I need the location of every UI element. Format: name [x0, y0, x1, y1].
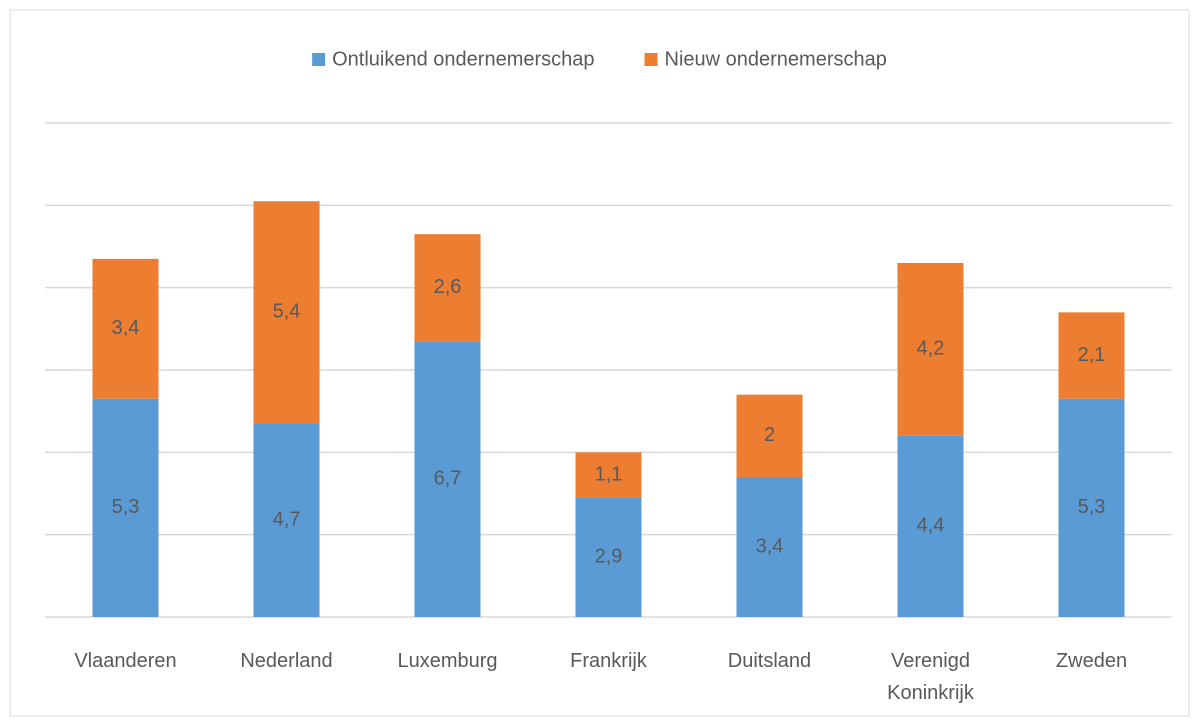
- bar-segment: [575, 452, 642, 498]
- bar-segment: [736, 477, 803, 617]
- bar-segment: [92, 258, 159, 399]
- legend-label: Ontluikend ondernemerschap: [332, 48, 594, 70]
- x-tick-label: Zweden: [1055, 650, 1128, 672]
- bar-segment: [253, 423, 320, 617]
- data-label: 4,7: [273, 509, 301, 531]
- data-label: 2,6: [434, 276, 462, 298]
- x-tick-label: Frankrijk: [570, 650, 647, 672]
- data-label: 4,2: [917, 338, 945, 360]
- legend-label: Nieuw ondernemerschap: [665, 48, 887, 70]
- data-label: 3,4: [756, 535, 784, 557]
- x-tick-label: Verenigd Koninkrijk: [887, 650, 974, 704]
- bar-segment: [414, 234, 481, 342]
- data-label: 6,7: [434, 467, 462, 489]
- bar-segment: [736, 394, 803, 478]
- bar-segment: [897, 262, 964, 436]
- bar-segment: [414, 341, 481, 617]
- bar-segment: [253, 201, 320, 424]
- legend-swatch: [644, 53, 658, 66]
- x-tick-label: Vlaanderen: [74, 650, 177, 672]
- x-tick-label: Luxemburg: [397, 650, 498, 672]
- data-label: 2,9: [595, 546, 623, 568]
- data-label: 5,3: [1078, 496, 1106, 518]
- x-tick-label: Nederland: [240, 650, 333, 672]
- data-label: 5,4: [273, 301, 301, 323]
- bar-segment: [92, 398, 159, 617]
- bar-segment: [897, 435, 964, 617]
- x-tick-label: Duitsland: [727, 650, 812, 672]
- bar-segment: [1058, 312, 1125, 399]
- bar-segment: [575, 497, 642, 617]
- data-label: 4,4: [917, 515, 945, 537]
- bar-segment: [1058, 398, 1125, 617]
- data-label: 5,3: [112, 496, 140, 518]
- data-label: 2: [764, 424, 775, 446]
- data-label: 1,1: [595, 463, 623, 485]
- data-label: 2,1: [1078, 344, 1106, 366]
- data-label: 3,4: [112, 317, 140, 339]
- legend-swatch: [312, 53, 326, 66]
